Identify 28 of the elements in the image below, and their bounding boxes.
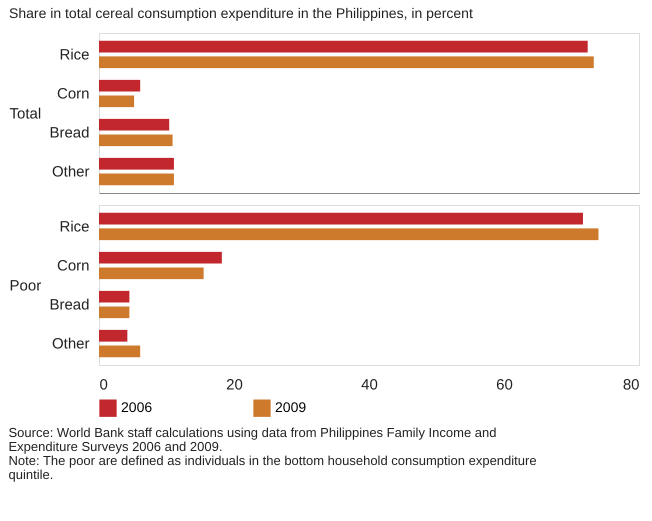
x-tick-label: 80	[622, 376, 640, 394]
y-axis-title: Total	[10, 106, 42, 122]
y-tick-label: Rice	[59, 46, 90, 64]
bar	[99, 158, 174, 170]
y-tick-label: Rice	[59, 218, 90, 236]
bar	[99, 80, 140, 92]
bar	[99, 173, 174, 186]
legend-label: 2006	[121, 399, 152, 416]
x-tick-label: 60	[496, 376, 513, 394]
y-tick-label: Other	[52, 336, 90, 353]
text: Note: The poor are defined as individuals in the bottom household consumption expenditure quintile.	[8, 453, 537, 482]
source-note: Source: World Bank staff calculations using data from Philippines Family Income and Expenditure Surveys 2006 and 2009.	[8, 425, 496, 454]
legend-label: 2009	[275, 399, 306, 416]
bar	[99, 118, 170, 131]
chart-title: Share in total cereal consumption expenditure in the Philippines, in percent	[9, 5, 473, 21]
x-tick-label: 40	[361, 376, 378, 394]
bar	[99, 134, 173, 146]
x-tick-label: 20	[226, 376, 243, 394]
bar	[99, 40, 588, 53]
y-tick-label: Corn	[56, 257, 90, 274]
y-axis-title: Poor	[10, 278, 42, 294]
y-tick-label: Other	[52, 164, 90, 181]
bar	[99, 56, 594, 68]
y-tick-label: Bread	[49, 124, 90, 142]
y-tick-label: Bread	[49, 296, 90, 314]
x-tick-label: 0	[100, 376, 108, 394]
bar	[99, 95, 134, 108]
y-tick-label: Corn	[56, 85, 90, 102]
